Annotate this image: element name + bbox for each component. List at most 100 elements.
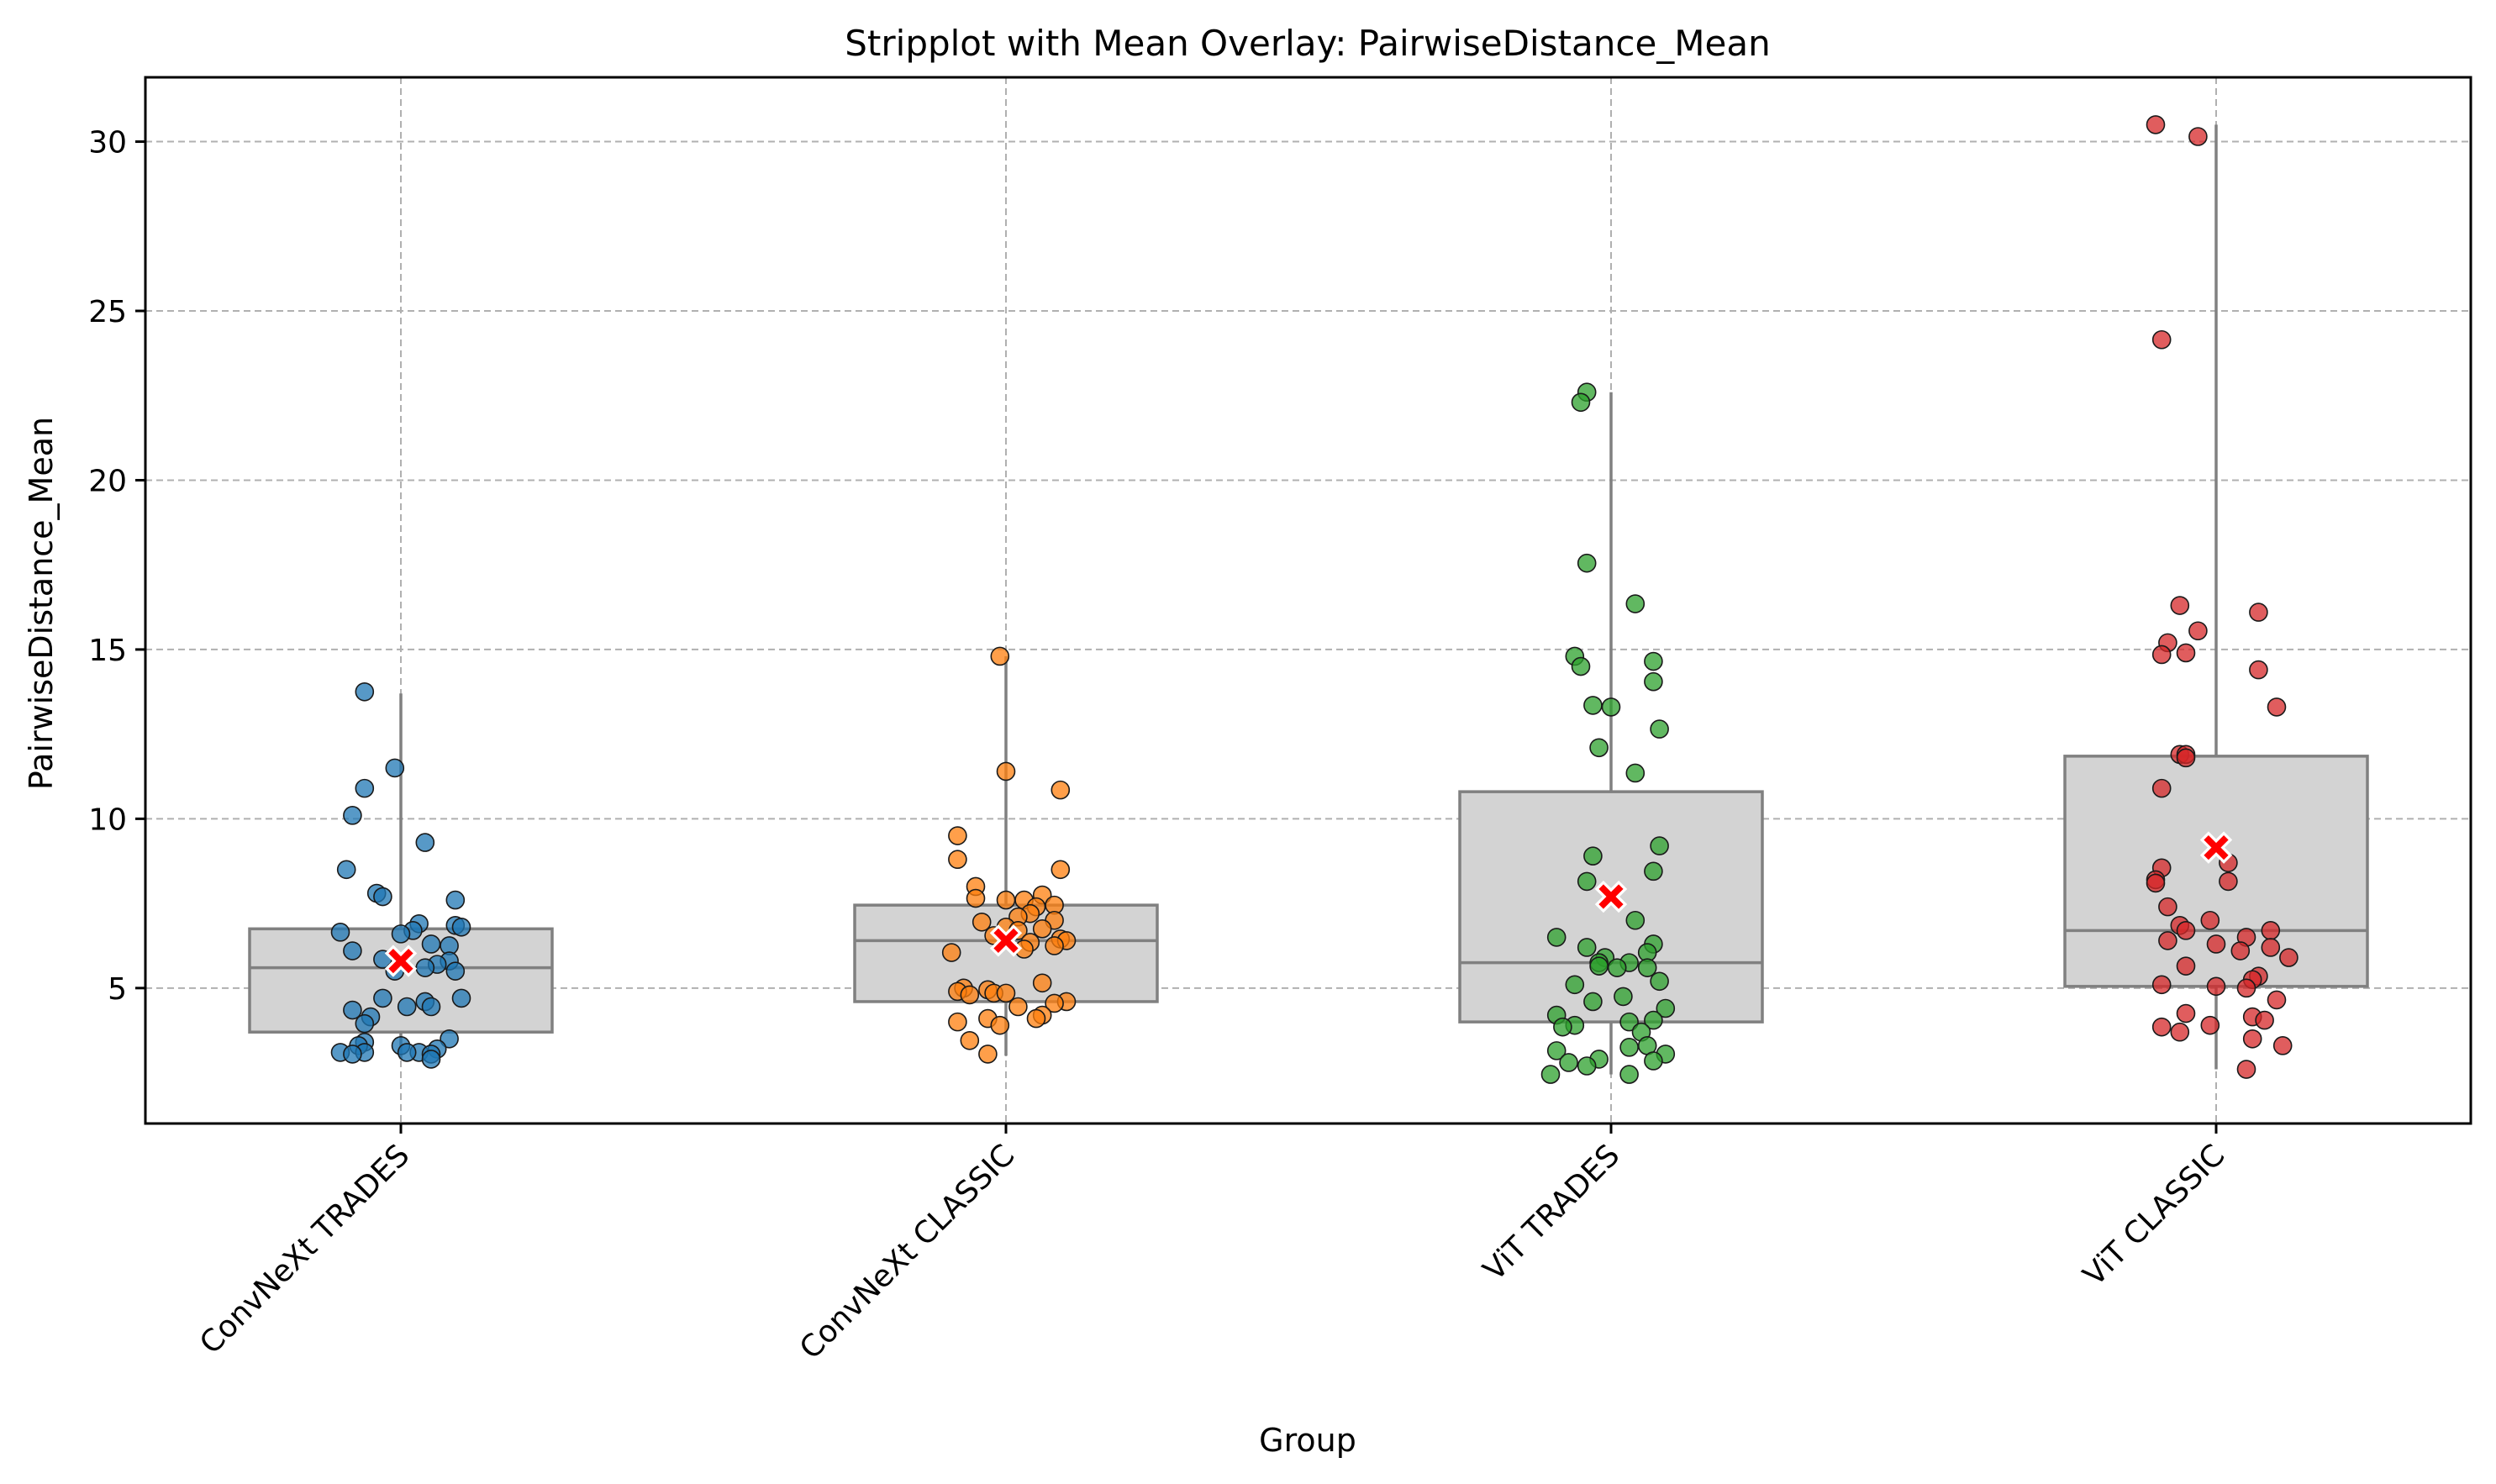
data-point: [2242, 1029, 2262, 1049]
data-point: [445, 890, 466, 910]
data-point: [336, 860, 356, 880]
data-point: [355, 681, 375, 702]
data-point: [1589, 738, 1609, 758]
x-axis-label: Group: [1259, 1422, 1356, 1459]
data-point: [2176, 1003, 2196, 1024]
mean-marker: [1594, 880, 1628, 913]
data-point: [2170, 596, 2190, 615]
y-axis-label: PairwiseDistance_Mean: [23, 417, 60, 790]
data-point: [2206, 976, 2226, 997]
data-point: [996, 761, 1016, 781]
data-point: [1026, 1008, 1046, 1029]
data-point: [1614, 987, 1633, 1007]
data-point: [2236, 1060, 2256, 1079]
data-point: [440, 1029, 459, 1049]
data-point: [1540, 1065, 1561, 1084]
data-point: [421, 997, 441, 1017]
data-point: [2188, 127, 2208, 146]
data-point: [1625, 594, 1646, 613]
data-point: [1625, 763, 1646, 783]
data-point: [990, 646, 1010, 666]
data-point: [343, 941, 362, 960]
y-tick-label: 10: [88, 803, 127, 837]
data-point: [1583, 992, 1603, 1012]
mean-marker: [2199, 831, 2233, 864]
data-point: [1571, 392, 1591, 413]
data-point: [990, 1015, 1010, 1035]
y-tick-label: 20: [88, 464, 127, 498]
data-point: [451, 918, 471, 937]
data-point: [1051, 780, 1071, 800]
data-point: [421, 1050, 441, 1069]
data-point: [1644, 1010, 1663, 1030]
data-point: [2236, 978, 2256, 998]
data-point: [330, 923, 350, 942]
data-point: [960, 985, 980, 1005]
data-point: [978, 1045, 998, 1064]
data-point: [1032, 919, 1052, 939]
data-point: [1008, 997, 1028, 1017]
data-point: [2151, 975, 2172, 995]
data-point: [415, 833, 435, 852]
data-point: [2206, 934, 2226, 954]
data-point: [355, 1013, 375, 1034]
box-plots: [248, 124, 2369, 1075]
data-point: [2176, 643, 2196, 663]
data-point: [2200, 910, 2220, 930]
data-point: [2151, 645, 2172, 665]
data-point: [343, 806, 362, 825]
data-point: [1650, 971, 1669, 992]
data-point: [2249, 660, 2268, 680]
data-point: [996, 983, 1016, 1003]
data-point: [960, 1030, 980, 1050]
data-point: [2170, 1022, 2190, 1042]
data-point: [397, 1043, 417, 1062]
data-point: [1619, 1038, 1639, 1057]
data-point: [343, 1045, 362, 1064]
data-point: [1577, 553, 1597, 573]
data-point: [1656, 998, 1676, 1018]
data-point: [2261, 938, 2281, 957]
data-point: [1650, 836, 1669, 855]
data-point: [2249, 603, 2268, 622]
data-point: [397, 997, 417, 1017]
data-point: [2151, 1017, 2172, 1037]
data-point: [1644, 1051, 1663, 1071]
data-point: [948, 850, 967, 870]
data-point: [2176, 748, 2196, 768]
data-point: [2188, 621, 2208, 641]
data-point: [1571, 656, 1591, 676]
data-point: [343, 1000, 362, 1020]
data-point: [1565, 975, 1585, 995]
data-point: [2267, 697, 2287, 717]
data-point: [2230, 941, 2251, 960]
data-point: [2267, 990, 2287, 1010]
data-point: [1637, 958, 1657, 977]
data-point: [445, 961, 466, 981]
data-point: [1619, 1012, 1639, 1032]
y-tick-label: 5: [108, 972, 127, 1007]
data-point: [1644, 651, 1663, 671]
data-point: [2200, 1015, 2220, 1035]
data-point: [1589, 956, 1609, 976]
data-point: [1577, 938, 1597, 957]
data-point: [1583, 696, 1603, 715]
mean-marker: [989, 924, 1023, 957]
data-point: [1619, 1065, 1639, 1084]
data-point: [415, 958, 435, 977]
data-point: [2146, 873, 2166, 893]
data-point: [2261, 921, 2281, 940]
data-point: [996, 890, 1016, 910]
data-point: [1577, 1056, 1597, 1076]
data-point: [2255, 1010, 2274, 1030]
y-tick-label: 25: [88, 295, 127, 329]
data-point: [355, 778, 375, 798]
data-point: [2176, 956, 2196, 976]
chart-title: Stripplot with Mean Overlay: PairwiseDis…: [845, 23, 1770, 64]
data-point: [2279, 948, 2299, 967]
data-point: [2158, 897, 2177, 917]
box-iqr: [1458, 790, 1764, 1024]
data-point: [2219, 871, 2238, 892]
